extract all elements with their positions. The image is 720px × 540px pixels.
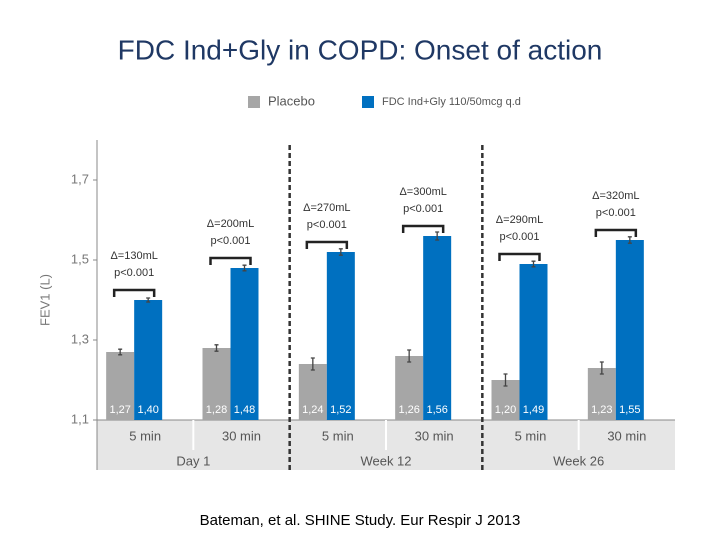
legend-label: FDC Ind+Gly 110/50mcg q.d (382, 96, 521, 108)
source: Bateman, et al. SHINE Study. Eur Respir … (200, 512, 521, 529)
error-bar (531, 260, 536, 268)
y-tick-label: 1,5 (71, 251, 89, 266)
bar (491, 380, 520, 420)
value-label: 1,48 (234, 404, 255, 416)
bracket (498, 252, 541, 261)
error-bar (338, 248, 343, 256)
annotation: Δ=200mL (207, 218, 254, 230)
bracket (594, 228, 638, 237)
bar (615, 240, 644, 420)
error-bar (503, 373, 508, 387)
annotation: p<0.001 (596, 207, 636, 219)
annotation: Δ=290mL (496, 214, 543, 226)
x-tick-label: 30 min (607, 428, 646, 443)
value-label: 1,20 (495, 404, 516, 416)
value-label: 1,23 (591, 404, 612, 416)
legend-swatch (248, 96, 260, 108)
x-tick-label: 5 min (129, 428, 161, 443)
value-label: 1,27 (109, 404, 130, 416)
legend-swatch (362, 96, 374, 108)
annotation: Δ=130mL (110, 250, 157, 262)
error-bar (627, 236, 632, 244)
error-bar (599, 361, 604, 375)
bracket (112, 288, 156, 297)
bar (106, 352, 135, 420)
value-label: 1,52 (330, 404, 351, 416)
annotation: Δ=270mL (303, 202, 350, 214)
y-axis-label: FEV1 (L) (37, 274, 52, 326)
value-label: 1,24 (302, 404, 323, 416)
value-label: 1,28 (206, 404, 227, 416)
value-label: 1,49 (523, 404, 544, 416)
group-label: Week 26 (553, 453, 604, 468)
group-label: Day 1 (176, 453, 210, 468)
bar (326, 252, 355, 420)
bar (202, 348, 231, 420)
group-label: Week 12 (360, 453, 411, 468)
y-tick-label: 1,3 (71, 331, 89, 346)
bracket (401, 224, 445, 233)
value-label: 1,55 (619, 404, 640, 416)
x-tick-label: 5 min (322, 428, 354, 443)
annotation: p<0.001 (307, 219, 347, 231)
value-label: 1,40 (137, 404, 158, 416)
y-tick-label: 1,1 (71, 411, 89, 426)
annotation: Δ=320mL (592, 190, 639, 202)
x-tick-label: 30 min (415, 428, 454, 443)
bracket (209, 256, 252, 265)
annotation: p<0.001 (114, 267, 154, 279)
value-label: 1,56 (426, 404, 447, 416)
annotation: p<0.001 (210, 235, 250, 247)
annotation: p<0.001 (499, 231, 539, 243)
y-tick-label: 1,7 (71, 171, 89, 186)
x-tick-label: 5 min (515, 428, 547, 443)
bar (587, 368, 616, 420)
annotation: Δ=300mL (399, 186, 446, 198)
bar (395, 356, 424, 420)
error-bar (310, 357, 315, 371)
slide-title: FDC Ind+Gly in COPD: Onset of action (118, 34, 603, 65)
legend-label: Placebo (268, 93, 315, 108)
bar (423, 236, 452, 420)
x-tick-label: 30 min (222, 428, 261, 443)
bar (230, 268, 259, 420)
value-label: 1,26 (398, 404, 419, 416)
error-bar (118, 348, 123, 356)
error-bar (214, 344, 219, 352)
error-bar (435, 231, 440, 241)
bar (134, 300, 163, 420)
error-bar (407, 349, 412, 363)
bar (298, 364, 327, 420)
bracket (305, 240, 349, 249)
annotation: p<0.001 (403, 203, 443, 215)
bar (519, 264, 548, 420)
error-bar (242, 264, 247, 272)
error-bar (146, 297, 151, 303)
